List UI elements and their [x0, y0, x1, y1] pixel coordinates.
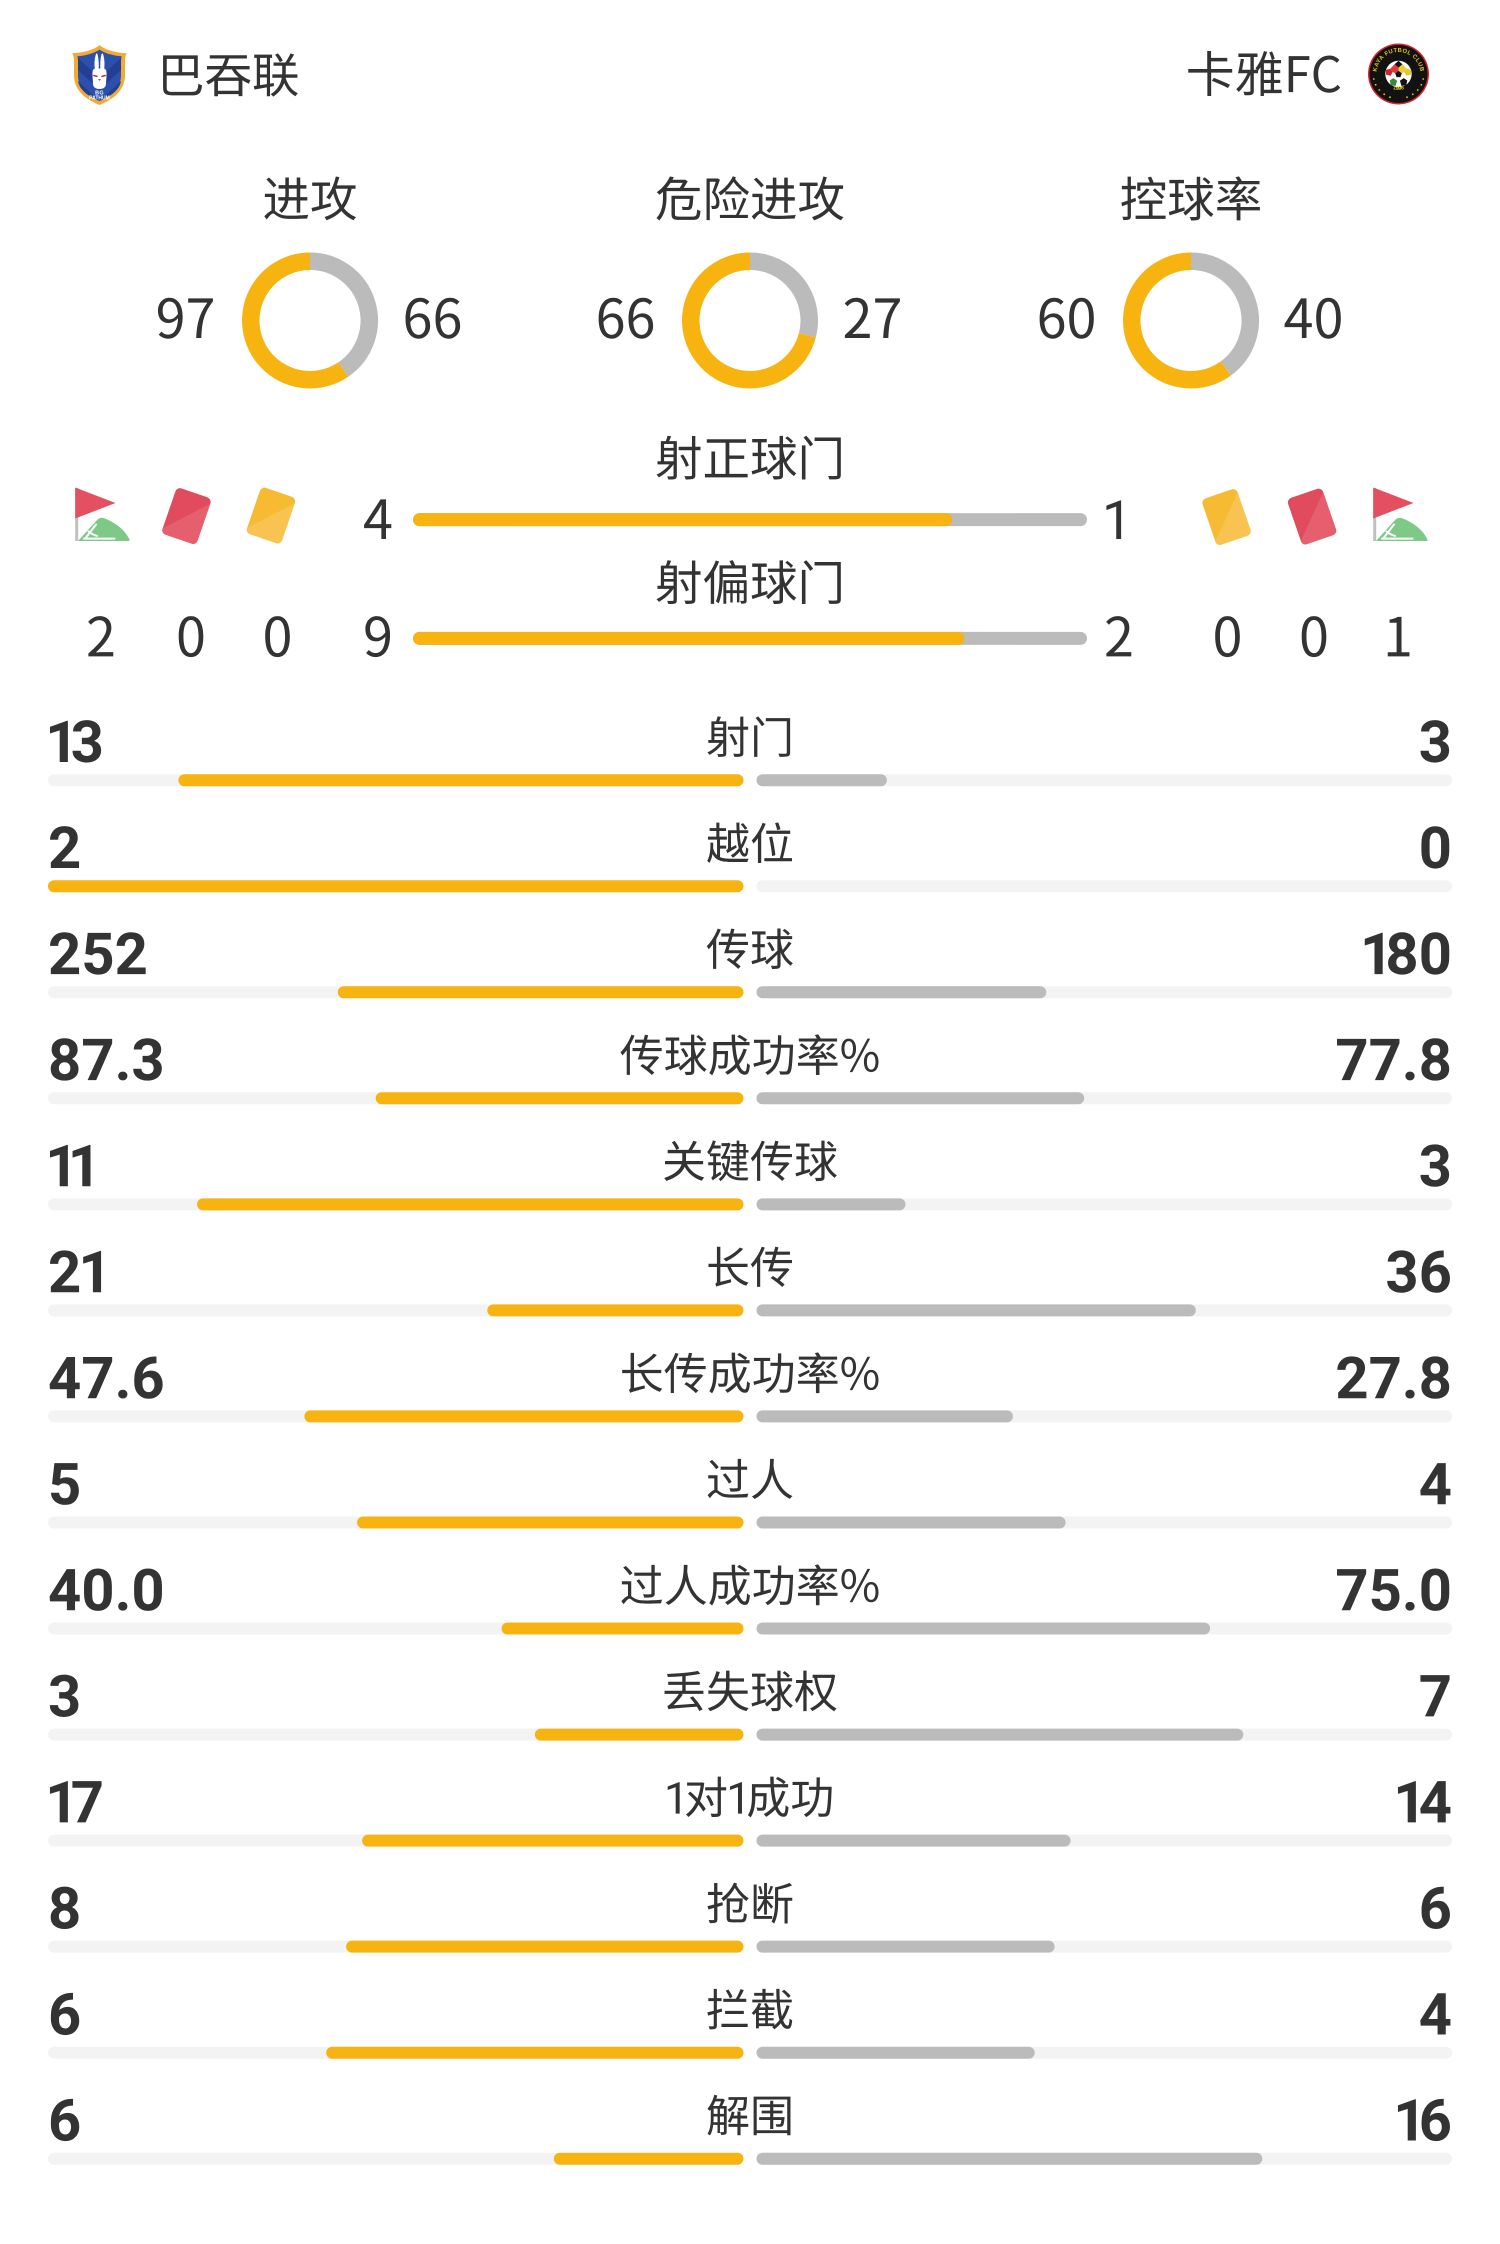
svg-text:PATHUM: PATHUM	[89, 96, 110, 102]
svg-text:BG: BG	[95, 90, 104, 96]
svg-text:1996: 1996	[1392, 85, 1404, 92]
